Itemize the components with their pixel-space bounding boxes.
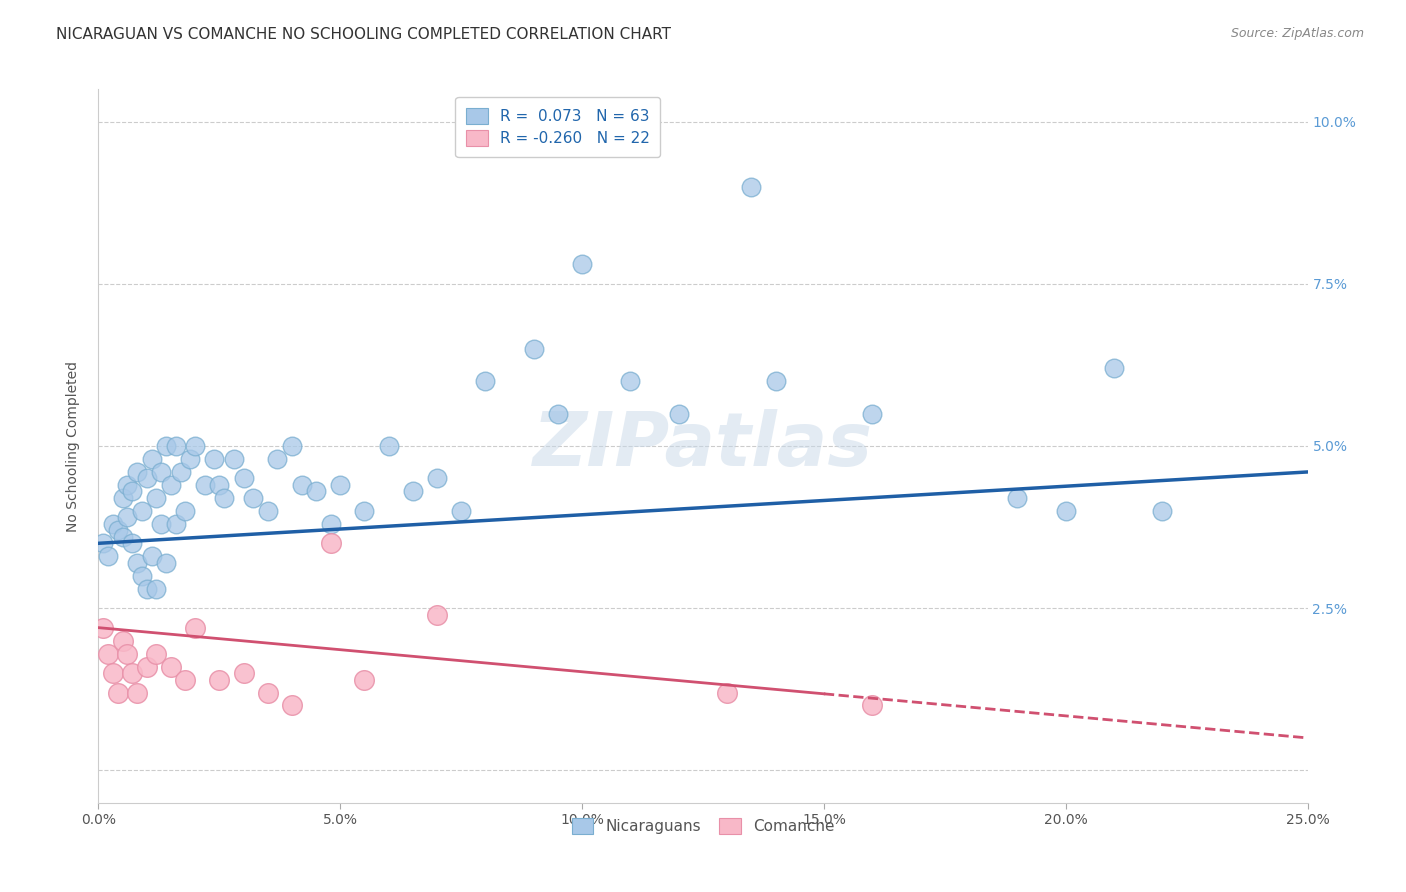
Point	[127, 685, 149, 699]
Point	[145, 491, 167, 505]
Point	[256, 685, 278, 699]
Point	[571, 257, 593, 271]
Point	[111, 491, 134, 505]
Point	[547, 407, 569, 421]
Point	[208, 478, 231, 492]
Point	[145, 582, 167, 596]
Point	[121, 666, 143, 681]
Point	[101, 666, 124, 681]
Legend: Nicaraguans, Comanche: Nicaraguans, Comanche	[561, 807, 845, 845]
Point	[111, 633, 134, 648]
Point	[765, 374, 787, 388]
Point	[135, 659, 157, 673]
Text: NICARAGUAN VS COMANCHE NO SCHOOLING COMPLETED CORRELATION CHART: NICARAGUAN VS COMANCHE NO SCHOOLING COMP…	[56, 27, 671, 42]
Point	[740, 179, 762, 194]
Point	[402, 484, 425, 499]
Point	[1054, 504, 1077, 518]
Point	[474, 374, 496, 388]
Point	[141, 549, 163, 564]
Point	[232, 471, 254, 485]
Point	[668, 407, 690, 421]
Y-axis label: No Schooling Completed: No Schooling Completed	[66, 360, 80, 532]
Point	[1152, 504, 1174, 518]
Point	[131, 504, 153, 518]
Point	[127, 556, 149, 570]
Point	[426, 607, 449, 622]
Point	[107, 524, 129, 538]
Point	[242, 491, 264, 505]
Text: Source: ZipAtlas.com: Source: ZipAtlas.com	[1230, 27, 1364, 40]
Point	[860, 407, 883, 421]
Point	[329, 478, 352, 492]
Point	[97, 647, 120, 661]
Point	[91, 536, 114, 550]
Point	[160, 478, 183, 492]
Point	[150, 516, 173, 531]
Point	[145, 647, 167, 661]
Point	[208, 673, 231, 687]
Point	[281, 698, 304, 713]
Point	[281, 439, 304, 453]
Point	[169, 465, 191, 479]
Point	[165, 439, 187, 453]
Point	[97, 549, 120, 564]
Point	[165, 516, 187, 531]
Point	[319, 536, 342, 550]
Point	[232, 666, 254, 681]
Point	[619, 374, 641, 388]
Point	[716, 685, 738, 699]
Point	[155, 556, 177, 570]
Point	[860, 698, 883, 713]
Point	[256, 504, 278, 518]
Point	[450, 504, 472, 518]
Point	[150, 465, 173, 479]
Point	[101, 516, 124, 531]
Point	[91, 621, 114, 635]
Point	[117, 510, 139, 524]
Point	[353, 504, 375, 518]
Point	[290, 478, 312, 492]
Point	[523, 342, 546, 356]
Point	[107, 685, 129, 699]
Text: ZIPatlas: ZIPatlas	[533, 409, 873, 483]
Point	[174, 504, 197, 518]
Point	[377, 439, 399, 453]
Point	[353, 673, 375, 687]
Point	[305, 484, 328, 499]
Point	[135, 582, 157, 596]
Point	[117, 478, 139, 492]
Point	[319, 516, 342, 531]
Point	[127, 465, 149, 479]
Point	[121, 536, 143, 550]
Point	[194, 478, 217, 492]
Point	[184, 439, 207, 453]
Point	[155, 439, 177, 453]
Point	[160, 659, 183, 673]
Point	[179, 452, 201, 467]
Point	[117, 647, 139, 661]
Point	[204, 452, 226, 467]
Point	[266, 452, 288, 467]
Point	[131, 568, 153, 582]
Point	[1102, 361, 1125, 376]
Point	[111, 530, 134, 544]
Point	[212, 491, 235, 505]
Point	[1007, 491, 1029, 505]
Point	[121, 484, 143, 499]
Point	[174, 673, 197, 687]
Point	[426, 471, 449, 485]
Point	[222, 452, 245, 467]
Point	[141, 452, 163, 467]
Point	[184, 621, 207, 635]
Point	[135, 471, 157, 485]
